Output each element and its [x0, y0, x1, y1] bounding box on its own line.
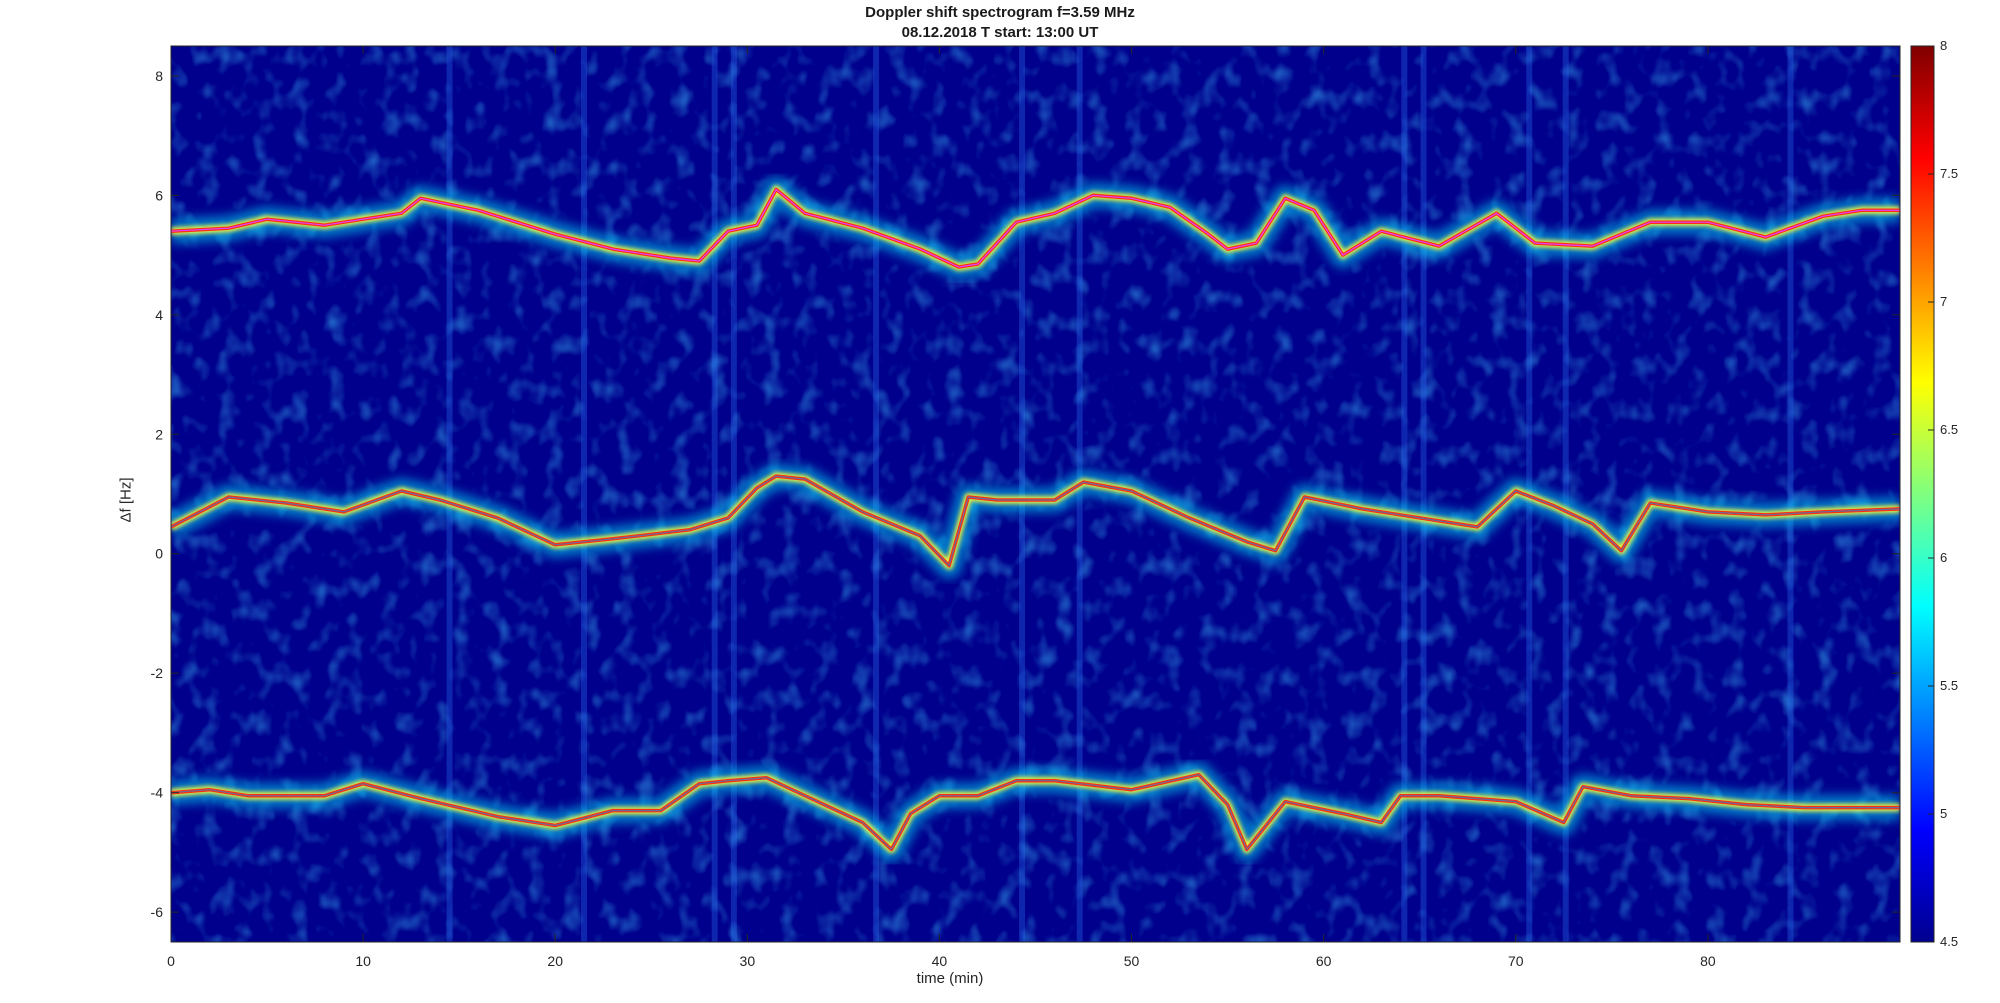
trace-fit-line — [171, 475, 1900, 567]
x-axis: 0 10 20 30 40 50 60 70 80 — [167, 46, 1716, 969]
y-tick-label: -2 — [151, 665, 164, 681]
y-tick-label: 2 — [155, 426, 163, 442]
trace-lower — [171, 761, 1900, 863]
plot-area — [171, 46, 1900, 942]
colorbar-tick-label: 5.5 — [1940, 678, 1958, 693]
x-tick-label: 0 — [167, 953, 175, 969]
colorbar-tick-label: 8 — [1940, 38, 1947, 53]
x-tick-label: 30 — [740, 953, 756, 969]
x-tick-label: 10 — [355, 953, 371, 969]
colorbar-ticks: 4.5 5 5.5 6 6.5 7 7.5 8 — [1928, 38, 1958, 949]
noise-stripe — [1420, 46, 1427, 942]
x-tick-label: 70 — [1508, 953, 1524, 969]
plot-frame — [170, 45, 1901, 943]
colorbar-gradient — [1910, 45, 1935, 943]
colorbar-tick-label: 4.5 — [1940, 934, 1958, 949]
noise-stripe — [873, 46, 880, 942]
colorbar-tick-label: 6.5 — [1940, 422, 1958, 437]
colorbar-tick-label: 5 — [1940, 806, 1947, 821]
y-tick-label: 0 — [155, 546, 163, 562]
y-tick-label: 6 — [155, 187, 163, 203]
colorbar-tick-label: 6 — [1940, 550, 1947, 565]
x-tick-label: 50 — [1124, 953, 1140, 969]
y-tick-label: 4 — [155, 307, 163, 323]
doppler-traces — [171, 176, 1900, 863]
noise-stripe — [1401, 46, 1408, 942]
y-axis-label: Δf [Hz] — [117, 477, 135, 523]
x-tick-label: 40 — [932, 953, 948, 969]
x-axis-label: time (min) — [916, 970, 984, 987]
trace-fit-line — [171, 188, 1900, 268]
chart-subtitle: 08.12.2018 T start: 13:00 UT — [901, 24, 1099, 41]
colorbar-tick-label: 7.5 — [1940, 166, 1958, 181]
noise-stripe — [581, 46, 588, 942]
noise-stripe — [1562, 46, 1569, 942]
y-tick-label: -6 — [151, 904, 164, 920]
noise-stripe — [1787, 46, 1794, 942]
chart-title: Doppler shift spectrogram f=3.59 MHz — [865, 4, 1135, 21]
trace-middle — [171, 463, 1900, 579]
trace-fit-line — [171, 774, 1900, 850]
x-tick-label: 80 — [1700, 953, 1716, 969]
colorbar-tick-label: 7 — [1940, 294, 1947, 309]
y-tick-label: 8 — [155, 68, 163, 84]
y-axis: -6 -4 -2 0 2 4 6 8 — [151, 68, 1900, 920]
noise-stripe — [711, 46, 718, 942]
x-tick-label: 20 — [547, 953, 563, 969]
colorbar: 4.5 5 5.5 6 6.5 7 7.5 8 — [1910, 38, 1958, 949]
x-tick-label: 60 — [1316, 953, 1332, 969]
trace-upper — [171, 176, 1900, 280]
y-tick-label: -4 — [151, 785, 164, 801]
